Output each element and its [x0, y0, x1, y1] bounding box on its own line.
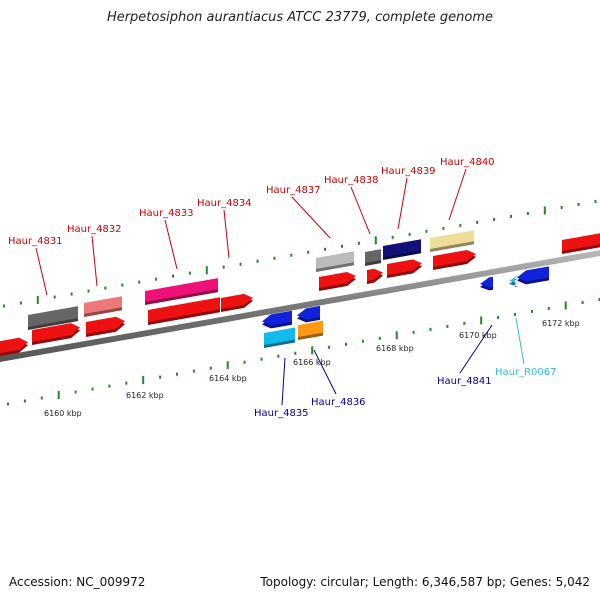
gene-label-haur-4838[interactable]: Haur_4838: [324, 175, 379, 186]
accession-label: Accession: NC_009972: [9, 575, 146, 589]
gene-arrow-haur-4836[interactable]: [297, 305, 320, 323]
gene-box-haur-4837-part[interactable]: [316, 251, 354, 272]
gene-label-haur-4834[interactable]: Haur_4834: [197, 198, 252, 209]
leader-line: [397, 177, 408, 230]
gene-box-haur-4835-part[interactable]: [264, 327, 295, 348]
gene-label-haur-4837[interactable]: Haur_4837: [266, 185, 321, 196]
gene-arrow-haur-4837[interactable]: [319, 272, 356, 291]
gene-box-haur-4839-part[interactable]: [383, 239, 421, 260]
gene-box-haur-4843[interactable]: [562, 232, 600, 254]
gene-arrow-haur-4832[interactable]: [86, 316, 125, 337]
gene-arrow-haur-4838[interactable]: [367, 268, 383, 284]
scale-label: 6170 kbp: [459, 331, 497, 340]
gene-box-haur-4836-part[interactable]: [298, 320, 323, 340]
gene-box-haur-4833[interactable]: [148, 297, 220, 325]
rna-arrow-haur-r0067[interactable]: [509, 275, 518, 287]
scale-label: 6160 kbp: [44, 409, 82, 418]
leader-line: [448, 168, 467, 221]
gene-arrow-haur-4831[interactable]: [32, 323, 80, 345]
gene-label-haur-4831[interactable]: Haur_4831: [8, 236, 63, 247]
gene-box-haur-4831-part[interactable]: [28, 306, 78, 330]
leader-line: [164, 219, 178, 270]
leader-line: [313, 349, 337, 395]
gene-label-haur-4832[interactable]: Haur_4832: [67, 224, 122, 235]
gene-label-haur-4833[interactable]: Haur_4833: [139, 208, 194, 219]
gene-label-haur-4841[interactable]: Haur_4841: [437, 376, 492, 387]
scale-label: 6166 kbp: [293, 358, 331, 367]
gene-box-haur-4838-part[interactable]: [365, 249, 381, 266]
gene-arrow-haur-4830[interactable]: [0, 337, 28, 357]
leader-line: [281, 357, 286, 406]
gene-arrow-haur-4839[interactable]: [387, 259, 422, 278]
gene-arrow-haur-4840[interactable]: [433, 249, 476, 270]
genome-summary: Topology: circular; Length: 6,346,587 bp…: [260, 575, 590, 589]
label-leader-lines: [35, 168, 525, 406]
leader-line: [91, 235, 98, 287]
genome-backbone: [0, 250, 600, 362]
leader-line: [35, 247, 48, 296]
gene-label-haur-4836[interactable]: Haur_4836: [311, 397, 366, 408]
leader-line: [515, 317, 525, 365]
scale-label: 6164 kbp: [209, 374, 247, 383]
genome-title: Herpetosiphon aurantiacus ATCC 23779, co…: [106, 10, 494, 25]
gene-arrow-haur-4841[interactable]: [480, 276, 493, 291]
gene-box-haur-4832[interactable]: [84, 296, 122, 317]
gene-arrow-haur-4842[interactable]: [517, 266, 549, 285]
leader-line: [223, 209, 230, 259]
gene-label-haur-4840[interactable]: Haur_4840: [440, 157, 495, 168]
gene-arrow-haur-4835[interactable]: [262, 310, 292, 329]
scale-label: 6162 kbp: [126, 391, 164, 400]
gene-features: [0, 230, 600, 357]
gene-label-haur-4839[interactable]: Haur_4839: [381, 166, 436, 177]
scale-label: 6168 kbp: [376, 344, 414, 353]
leader-line: [291, 196, 331, 239]
gene-box-haur-4840-part[interactable]: [430, 230, 474, 252]
gene-label-haur-r0067[interactable]: Haur_R0067: [495, 367, 557, 378]
gene-arrow-haur-4834[interactable]: [221, 293, 253, 312]
leader-line: [350, 186, 371, 235]
leader-line: [459, 324, 493, 374]
scale-label: 6172 kbp: [542, 319, 580, 328]
tick-marks: [3, 200, 600, 406]
gene-label-haur-4835[interactable]: Haur_4835: [254, 408, 309, 419]
gene-box-haur-4833-part[interactable]: [145, 278, 218, 305]
